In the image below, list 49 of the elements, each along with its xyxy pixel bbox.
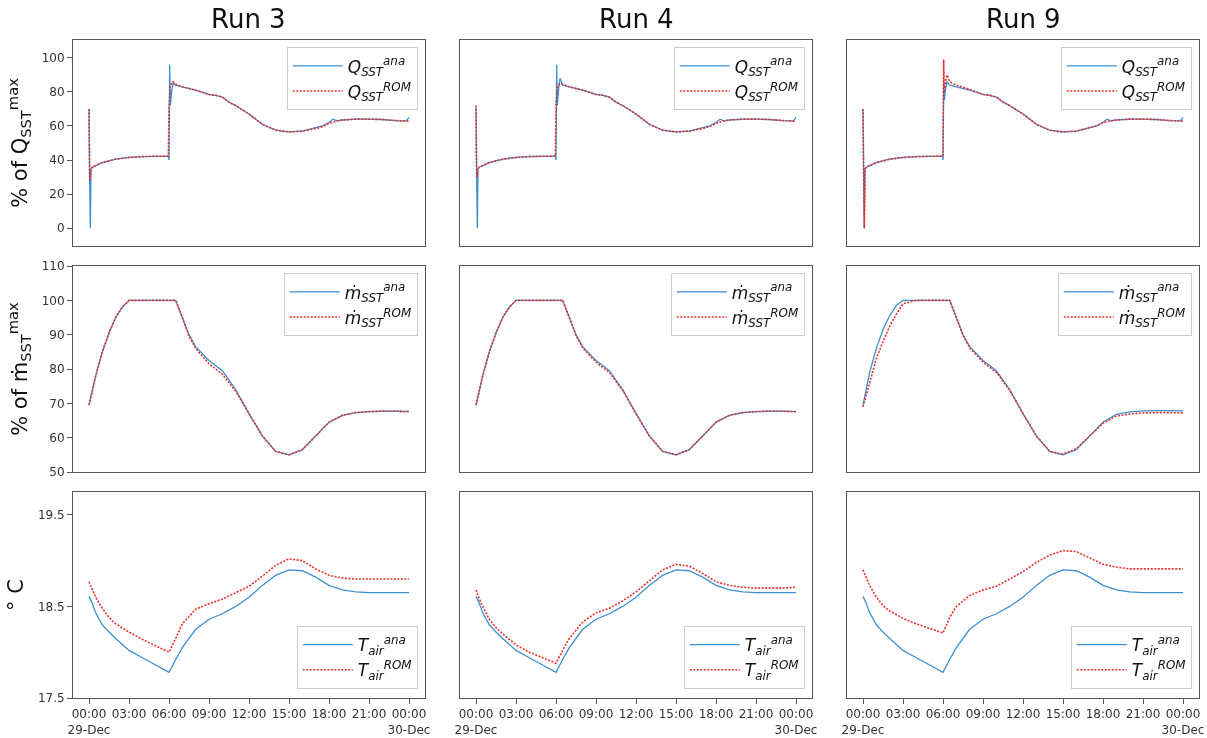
chart-title: Run 4 bbox=[599, 4, 674, 34]
x-tick-label: 15:00 bbox=[271, 707, 307, 722]
line-series bbox=[88, 558, 410, 654]
chart-title: Run 9 bbox=[986, 4, 1061, 34]
x-tick-label: 12:00 bbox=[618, 707, 654, 722]
x-tick-label: 15:00 bbox=[658, 707, 694, 722]
x-tick-label: 09:00 bbox=[578, 707, 614, 722]
x-tick-label: 06:00 bbox=[538, 707, 574, 722]
x-tick-label: 18:00 bbox=[698, 707, 734, 722]
x-tick-label: 03:00 bbox=[498, 707, 534, 722]
x-tick-label: 12:00 bbox=[1005, 707, 1041, 722]
y-tick-label: 60 bbox=[49, 119, 65, 134]
x-tick-label: 00:00 29-Dec bbox=[841, 707, 885, 737]
x-tick-label: 18:00 bbox=[1085, 707, 1121, 722]
x-tick-label: 18:00 bbox=[311, 707, 347, 722]
y-tick-label: 60 bbox=[49, 430, 65, 445]
x-tick-label: 12:00 bbox=[231, 707, 267, 722]
x-tick-label: 00:00 29-Dec bbox=[67, 707, 111, 737]
x-tick-label: 21:00 bbox=[1125, 707, 1161, 722]
chart-title: Run 3 bbox=[211, 4, 286, 34]
y-tick-label: 19.5 bbox=[37, 508, 65, 523]
y-tick-label: 90 bbox=[49, 327, 65, 342]
y-tick-label: 80 bbox=[49, 362, 65, 377]
line-series bbox=[88, 80, 410, 182]
x-tick-label: 21:00 bbox=[738, 707, 774, 722]
x-tick-label: 06:00 bbox=[151, 707, 187, 722]
y-tick-label: 100 bbox=[41, 51, 65, 66]
x-tick-label: 15:00 bbox=[1045, 707, 1081, 722]
x-tick-label: 00:00 30-Dec bbox=[774, 707, 818, 737]
y-tick-label: 20 bbox=[49, 187, 65, 202]
y-tick-label: 18.5 bbox=[37, 599, 65, 614]
x-tick-label: 00:00 29-Dec bbox=[454, 707, 498, 737]
x-tick-label: 03:00 bbox=[885, 707, 921, 722]
x-tick-label: 03:00 bbox=[111, 707, 147, 722]
y-tick-label: 100 bbox=[41, 293, 65, 308]
y-tick-label: 40 bbox=[49, 153, 65, 168]
x-tick-label: 00:00 30-Dec bbox=[387, 707, 431, 737]
y-tick-label: 50 bbox=[49, 465, 65, 480]
y-axis-title: ° C bbox=[4, 579, 29, 611]
y-tick-label: 80 bbox=[49, 85, 65, 100]
x-tick-label: 21:00 bbox=[351, 707, 387, 722]
x-tick-label: 09:00 bbox=[965, 707, 1001, 722]
x-tick-label: 09:00 bbox=[191, 707, 227, 722]
y-tick-label: 70 bbox=[49, 396, 65, 411]
y-tick-label: 17.5 bbox=[37, 691, 65, 706]
x-tick-label: 06:00 bbox=[925, 707, 961, 722]
y-tick-label: 0 bbox=[56, 221, 65, 236]
x-tick-label: 00:00 30-Dec bbox=[1161, 707, 1205, 737]
y-tick-label: 110 bbox=[41, 259, 65, 274]
